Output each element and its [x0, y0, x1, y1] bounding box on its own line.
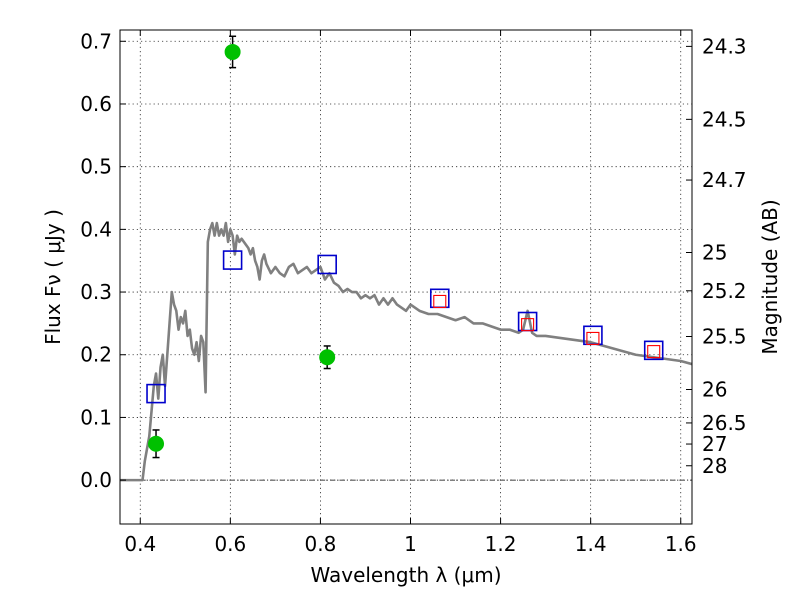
model-flux-small-square — [586, 331, 600, 345]
x-tick-label: 0.4 — [124, 532, 156, 556]
model-spectrum-line — [120, 221, 692, 482]
y2-axis-label: Magnitude (AB) — [758, 199, 782, 354]
axis-labels: Wavelength λ (μm) Flux Fν ( μJy ) Magnit… — [41, 199, 782, 587]
y-tick-label: 0.7 — [80, 29, 112, 53]
y-tick-label: 0.1 — [80, 405, 112, 429]
y2-tick-label: 26 — [702, 377, 727, 401]
y-tick-label: 0.5 — [80, 155, 112, 179]
y-axis-label: Flux Fν ( μJy ) — [41, 209, 65, 345]
ticks: 0.4 0.6 0.8 1 1.2 1.4 1.6 0.0 0.1 0.2 0.3 0.4 0.5 0.6… — [80, 29, 746, 556]
observed-flux-point — [224, 43, 241, 60]
y2-tick-label: 26.5 — [702, 411, 747, 435]
model-flux-square — [643, 340, 664, 361]
observed-flux-point — [148, 435, 165, 452]
observed-flux-point — [319, 349, 336, 366]
y2-tick-label: 27 — [702, 432, 727, 456]
x-tick-label: 1.2 — [485, 532, 517, 556]
model-flux-square — [146, 383, 166, 404]
y-tick-label: 0.4 — [80, 217, 112, 241]
x-tick-label: 1.6 — [665, 532, 697, 556]
model-flux-small-square — [433, 294, 447, 308]
y2-tick-label: 28 — [702, 454, 727, 478]
y-tick-label: 0.2 — [80, 343, 112, 367]
x-tick-label: 0.8 — [305, 532, 337, 556]
y2-tick-label: 25.5 — [702, 324, 747, 348]
plot-area — [120, 35, 692, 482]
y2-tick-label: 24.5 — [702, 107, 747, 131]
model-flux-square — [222, 250, 243, 270]
x-tick-label: 1.4 — [575, 532, 607, 556]
plot-frame — [119, 29, 693, 525]
grid — [120, 30, 692, 524]
x-tick-label: 1 — [404, 532, 417, 556]
y-tick-label: 0.0 — [80, 468, 112, 492]
y2-tick-label: 24.7 — [702, 168, 747, 192]
y-tick-label: 0.3 — [80, 280, 112, 304]
x-tick-label: 0.6 — [214, 532, 246, 556]
y2-tick-label: 24.3 — [702, 34, 747, 58]
axes-frame — [119, 29, 693, 525]
y-tick-label: 0.6 — [80, 92, 112, 116]
y2-tick-label: 25 — [702, 240, 727, 264]
y2-tick-label: 25.2 — [702, 279, 747, 303]
x-axis-label: Wavelength λ (μm) — [310, 563, 501, 587]
model-flux-small-square — [521, 318, 535, 332]
model-flux-square — [317, 254, 337, 275]
model-flux-small-square — [647, 345, 661, 359]
